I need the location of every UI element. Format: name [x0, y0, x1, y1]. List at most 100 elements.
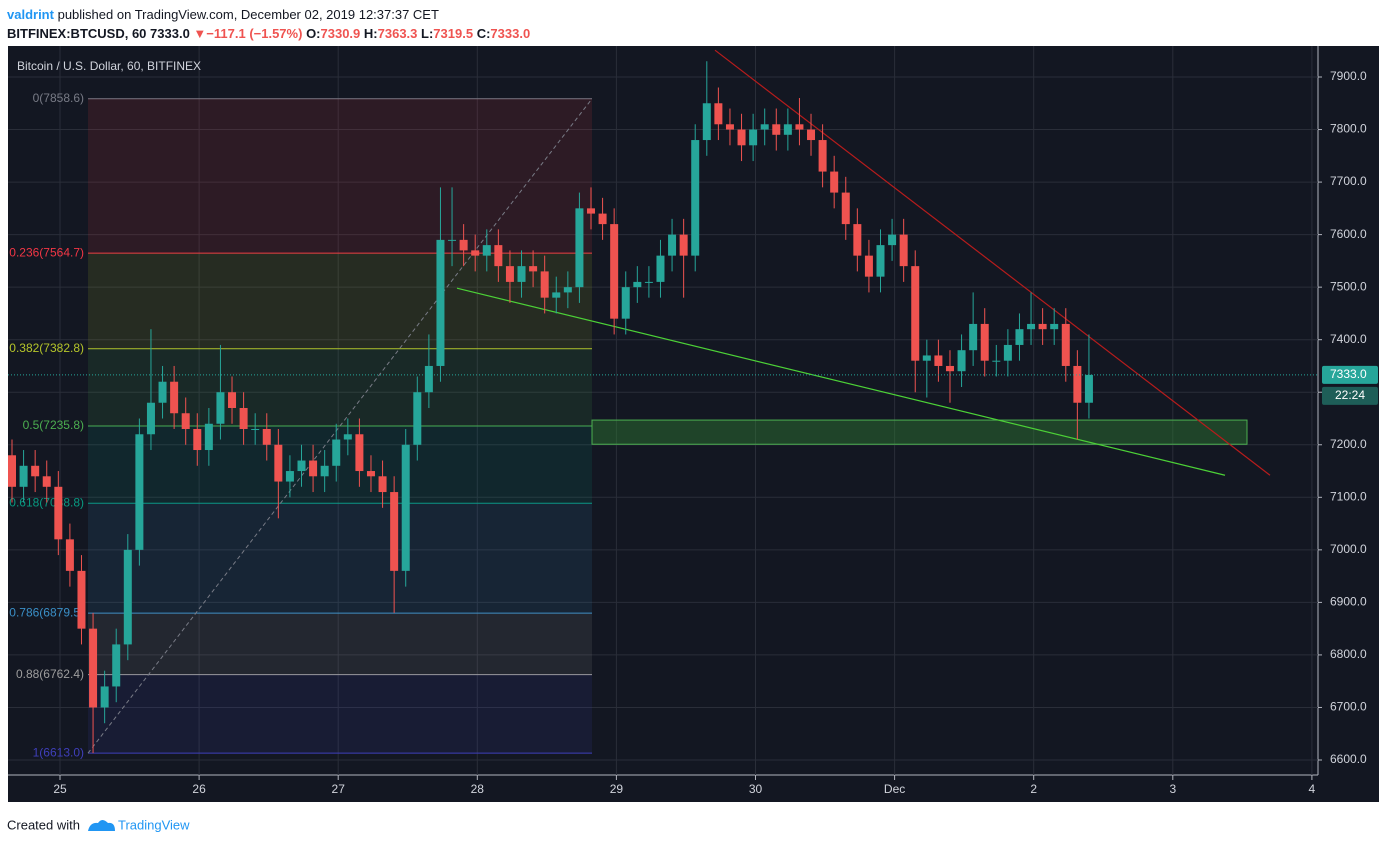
candle-body [1027, 323, 1036, 330]
candle-body [89, 628, 98, 708]
candle-body [100, 686, 109, 708]
candle-body [158, 381, 167, 403]
symbol: BITFINEX:BTCUSD, 60 [7, 26, 147, 41]
candle-body [864, 255, 873, 277]
fib-band [88, 98, 592, 254]
candle-body [888, 234, 897, 246]
x-tick-label: 2 [1030, 782, 1037, 796]
plot: 0(7858.6) 0.236(7564.7) 0.382(7382.8) 0.5(7… [8, 46, 1318, 775]
candle-body [1050, 323, 1059, 330]
candle-body [1038, 323, 1047, 330]
fib-label: 0.382(7382.8) [9, 341, 84, 355]
c-label: C: [476, 26, 491, 41]
candle-body [969, 323, 978, 351]
candle-body [228, 392, 237, 408]
candle-body [135, 434, 144, 550]
candle-body [540, 271, 549, 298]
brand[interactable]: TradingView [118, 817, 190, 832]
candle-body [216, 392, 225, 424]
candle-body [170, 381, 179, 414]
candle-body [899, 234, 908, 267]
last: 7333.0 [150, 26, 190, 41]
fib-label: 0(7858.6) [33, 91, 84, 105]
candle-body [505, 266, 514, 282]
candle-body [401, 444, 410, 571]
o: 7330.9 [320, 26, 361, 41]
candle-body [42, 476, 51, 487]
candle-body [355, 434, 364, 472]
candle-body [285, 471, 294, 482]
candle-body [725, 124, 734, 130]
candle-body [633, 281, 642, 288]
candle-body [529, 266, 538, 272]
candle-body [830, 171, 839, 193]
candle-body [274, 444, 283, 482]
candle-body [309, 460, 318, 477]
y-tick-label: 7900.0 [1330, 69, 1367, 83]
candle-body [459, 239, 468, 251]
logo [88, 820, 115, 831]
y-tick-label: 7000.0 [1330, 542, 1367, 556]
y-tick-label: 7700.0 [1330, 174, 1367, 188]
y-tick-label: 7600.0 [1330, 227, 1367, 241]
candle-body [471, 250, 480, 256]
candle-body [610, 224, 619, 319]
fib-label: 0.88(6762.4) [16, 667, 84, 681]
change: −117.1 (−1.57%) [206, 26, 303, 41]
candle-body [251, 429, 260, 431]
candle-body [320, 465, 329, 477]
candle-body [563, 287, 572, 293]
candle-body [760, 124, 769, 130]
x-tick-label: 28 [471, 782, 485, 796]
x-tick-label: 4 [1309, 782, 1316, 796]
y-tick-label: 7400.0 [1330, 332, 1367, 346]
candle-body [297, 460, 306, 472]
y-tick-label: 6700.0 [1330, 700, 1367, 714]
countdown: 22:24 [1335, 388, 1365, 402]
y-tick-label: 7500.0 [1330, 279, 1367, 293]
candle-body [992, 360, 1001, 362]
candle-body [332, 439, 341, 466]
candle-body [853, 224, 862, 256]
candle-body [239, 407, 248, 430]
candle-body [957, 350, 966, 372]
candle-body [945, 365, 954, 372]
candle-body [575, 208, 584, 288]
h-label: H: [363, 26, 378, 41]
candle-body [598, 213, 607, 225]
candle-body [911, 266, 920, 361]
y-tick-label: 6600.0 [1330, 752, 1367, 766]
candle-body [204, 423, 213, 451]
fib-band [88, 674, 592, 754]
axes: 6600.0 6700.0 6800.0 6900.0 7000.0 7100.0 7200… [53, 69, 1378, 796]
l: 7319.5 [433, 26, 474, 41]
fib-label: 0.5(7235.8) [23, 418, 84, 432]
candle-body [795, 124, 804, 130]
fib-trend [87, 98, 593, 754]
candle-body [656, 255, 665, 282]
candle-body [668, 234, 677, 256]
candle-body [679, 234, 688, 256]
candle-body [749, 129, 758, 146]
candle-body [644, 281, 653, 283]
author[interactable]: valdrint [7, 7, 54, 22]
candle-body [378, 476, 387, 493]
last-price-tag [1322, 365, 1378, 384]
candle-body [1084, 374, 1093, 403]
fib-band [88, 503, 592, 614]
candle-body [552, 292, 561, 298]
candle-body [1061, 323, 1070, 366]
arrow: ▼ [193, 26, 207, 41]
candle-body [448, 239, 457, 241]
fib-label: 1(6613.0) [33, 745, 84, 759]
support-zone [591, 419, 1248, 445]
candle-body [841, 192, 850, 225]
candle-body [413, 392, 422, 445]
candle-body [19, 465, 28, 487]
fib-label: 0.786(6879.5) [9, 605, 84, 619]
x-tick-label: 3 [1169, 782, 1176, 796]
created: Created with [7, 817, 80, 832]
fib-label: 0.236(7564.7) [9, 245, 84, 259]
candle-body [1015, 329, 1024, 345]
y-tick-label: 6800.0 [1330, 647, 1367, 661]
